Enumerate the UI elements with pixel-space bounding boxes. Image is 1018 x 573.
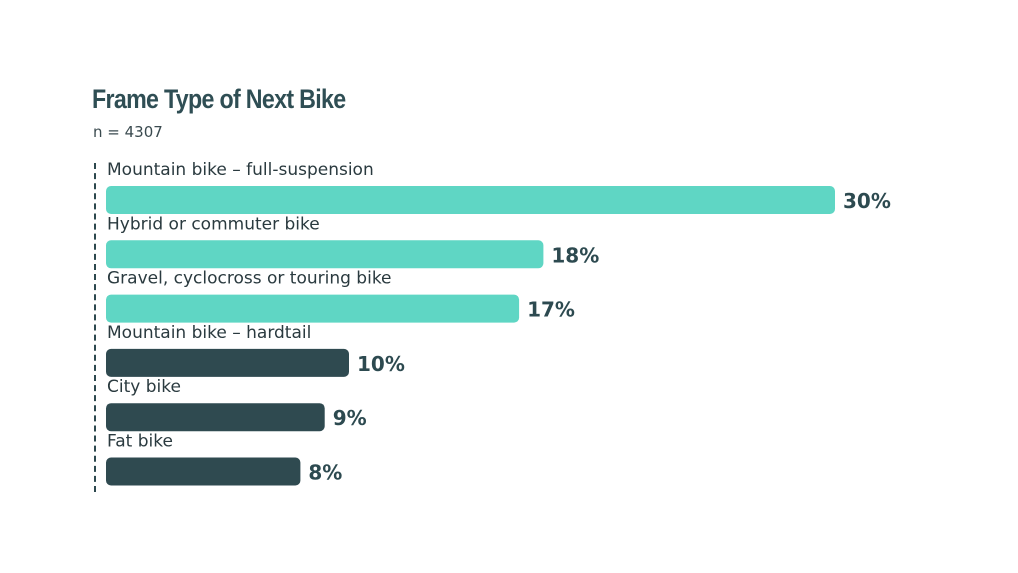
- bar: [106, 186, 835, 214]
- value-label: 17%: [527, 298, 575, 322]
- value-label: 9%: [333, 406, 367, 430]
- category-label: Fat bike: [107, 432, 173, 452]
- bar: [106, 457, 301, 486]
- chart-title: Frame Type of Next Bike: [92, 84, 346, 114]
- value-label: 8%: [308, 461, 342, 485]
- value-label: 18%: [551, 243, 599, 267]
- chart-subtitle: n = 4307: [93, 123, 163, 141]
- category-label: City bike: [107, 377, 181, 397]
- bar: [106, 348, 349, 377]
- category-label: Gravel, cyclocross or touring bike: [107, 269, 392, 289]
- bar: [106, 240, 544, 269]
- bar: [106, 403, 325, 432]
- category-label: Mountain bike – hardtail: [107, 323, 311, 343]
- bar: [106, 294, 520, 323]
- axis-line: [94, 163, 96, 492]
- value-label: 10%: [357, 352, 405, 376]
- value-label: 30%: [843, 189, 891, 213]
- category-label: Hybrid or commuter bike: [107, 214, 320, 234]
- category-label: Mountain bike – full-suspension: [107, 160, 374, 180]
